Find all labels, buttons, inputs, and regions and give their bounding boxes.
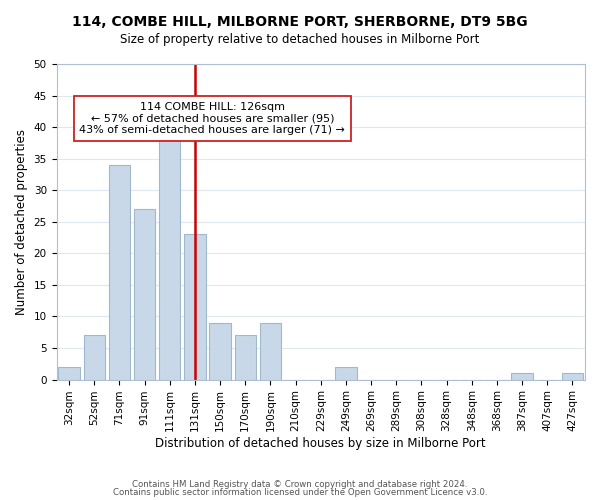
Text: Size of property relative to detached houses in Milborne Port: Size of property relative to detached ho… xyxy=(121,32,479,46)
Bar xyxy=(159,121,181,380)
Bar xyxy=(134,209,155,380)
Bar xyxy=(184,234,206,380)
Text: Contains public sector information licensed under the Open Government Licence v3: Contains public sector information licen… xyxy=(113,488,487,497)
Bar xyxy=(58,367,80,380)
Bar xyxy=(83,336,105,380)
Y-axis label: Number of detached properties: Number of detached properties xyxy=(15,129,28,315)
Bar xyxy=(562,374,583,380)
Bar xyxy=(260,323,281,380)
X-axis label: Distribution of detached houses by size in Milborne Port: Distribution of detached houses by size … xyxy=(155,437,486,450)
Text: 114 COMBE HILL: 126sqm
← 57% of detached houses are smaller (95)
43% of semi-det: 114 COMBE HILL: 126sqm ← 57% of detached… xyxy=(79,102,346,135)
Bar xyxy=(109,165,130,380)
Bar xyxy=(209,323,231,380)
Bar xyxy=(335,367,356,380)
Text: 114, COMBE HILL, MILBORNE PORT, SHERBORNE, DT9 5BG: 114, COMBE HILL, MILBORNE PORT, SHERBORN… xyxy=(72,15,528,29)
Text: Contains HM Land Registry data © Crown copyright and database right 2024.: Contains HM Land Registry data © Crown c… xyxy=(132,480,468,489)
Bar xyxy=(235,336,256,380)
Bar xyxy=(511,374,533,380)
